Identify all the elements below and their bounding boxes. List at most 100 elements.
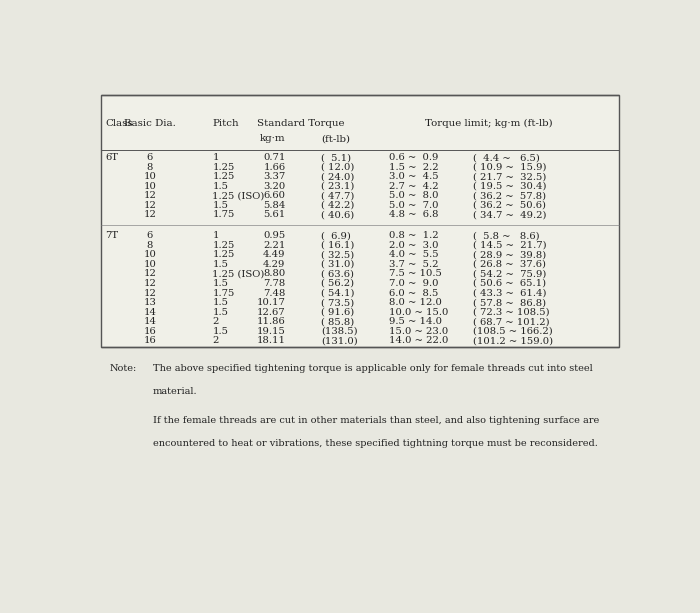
Text: 2: 2 xyxy=(212,317,218,326)
Text: 10: 10 xyxy=(144,250,156,259)
Text: (  4.4 ~   6.5): ( 4.4 ~ 6.5) xyxy=(473,153,540,162)
Text: (  5.1): ( 5.1) xyxy=(321,153,351,162)
Text: (101.2 ~ 159.0): (101.2 ~ 159.0) xyxy=(473,336,553,345)
Text: 19.15: 19.15 xyxy=(257,327,286,336)
Text: 1.5: 1.5 xyxy=(212,298,228,307)
Text: ( 19.5 ~  30.4): ( 19.5 ~ 30.4) xyxy=(473,181,546,191)
Text: 8: 8 xyxy=(147,241,153,250)
Text: 6: 6 xyxy=(147,231,153,240)
Text: 5.84: 5.84 xyxy=(263,201,286,210)
Text: ( 40.6): ( 40.6) xyxy=(321,210,354,219)
Text: ( 26.8 ~  37.6): ( 26.8 ~ 37.6) xyxy=(473,260,546,269)
Text: (131.0): (131.0) xyxy=(321,336,358,345)
Text: 7.78: 7.78 xyxy=(263,279,286,288)
Text: 4.29: 4.29 xyxy=(263,260,286,269)
Text: 5.0 ~  8.0: 5.0 ~ 8.0 xyxy=(389,191,438,200)
Text: 1.25: 1.25 xyxy=(212,172,234,181)
Text: 6.60: 6.60 xyxy=(263,191,286,200)
Text: (138.5): (138.5) xyxy=(321,327,358,336)
Text: Class: Class xyxy=(106,119,133,128)
Text: ( 63.6): ( 63.6) xyxy=(321,270,354,278)
Text: 16: 16 xyxy=(144,327,156,336)
Text: 12: 12 xyxy=(144,191,156,200)
Text: 1.5: 1.5 xyxy=(212,279,228,288)
Text: If the female threads are cut in other materials than steel, and also tightening: If the female threads are cut in other m… xyxy=(153,416,599,425)
Text: 7.48: 7.48 xyxy=(263,289,286,297)
Text: ( 12.0): ( 12.0) xyxy=(321,162,354,172)
Text: 2: 2 xyxy=(212,336,218,345)
Text: ( 56.2): ( 56.2) xyxy=(321,279,354,288)
Text: 4.49: 4.49 xyxy=(263,250,286,259)
Text: ( 72.3 ~ 108.5): ( 72.3 ~ 108.5) xyxy=(473,308,550,316)
Text: 13: 13 xyxy=(144,298,156,307)
Text: 12: 12 xyxy=(144,279,156,288)
Text: ( 24.0): ( 24.0) xyxy=(321,172,354,181)
Text: 6T: 6T xyxy=(106,153,118,162)
Text: ( 31.0): ( 31.0) xyxy=(321,260,354,269)
Text: ( 54.2 ~  75.9): ( 54.2 ~ 75.9) xyxy=(473,270,546,278)
Text: 7T: 7T xyxy=(106,231,118,240)
Text: 15.0 ~ 23.0: 15.0 ~ 23.0 xyxy=(389,327,448,336)
Text: 0.6 ~  0.9: 0.6 ~ 0.9 xyxy=(389,153,438,162)
Text: 1.5 ~  2.2: 1.5 ~ 2.2 xyxy=(389,162,438,172)
Text: ( 14.5 ~  21.7): ( 14.5 ~ 21.7) xyxy=(473,241,546,250)
Text: ( 85.8): ( 85.8) xyxy=(321,317,354,326)
Text: 1: 1 xyxy=(212,153,219,162)
Text: ( 28.9 ~  39.8): ( 28.9 ~ 39.8) xyxy=(473,250,546,259)
Text: 12: 12 xyxy=(144,289,156,297)
Text: The above specified tightening torque is applicable only for female threads cut : The above specified tightening torque is… xyxy=(153,364,592,373)
Text: ( 36.2 ~  57.8): ( 36.2 ~ 57.8) xyxy=(473,191,546,200)
Text: 2.21: 2.21 xyxy=(263,241,286,250)
Text: ( 16.1): ( 16.1) xyxy=(321,241,354,250)
Text: 10: 10 xyxy=(144,260,156,269)
Text: (108.5 ~ 166.2): (108.5 ~ 166.2) xyxy=(473,327,552,336)
Text: 18.11: 18.11 xyxy=(256,336,286,345)
Text: 1.5: 1.5 xyxy=(212,260,228,269)
Text: ( 36.2 ~  50.6): ( 36.2 ~ 50.6) xyxy=(473,201,546,210)
Text: 1.25: 1.25 xyxy=(212,162,234,172)
Text: 14.0 ~ 22.0: 14.0 ~ 22.0 xyxy=(389,336,448,345)
Text: 14: 14 xyxy=(144,317,156,326)
Text: 1.5: 1.5 xyxy=(212,327,228,336)
Text: 6.0 ~  8.5: 6.0 ~ 8.5 xyxy=(389,289,438,297)
Text: 6: 6 xyxy=(147,153,153,162)
Text: 1.25 (ISO): 1.25 (ISO) xyxy=(212,191,265,200)
Text: ( 68.7 ~ 101.2): ( 68.7 ~ 101.2) xyxy=(473,317,550,326)
Text: ( 32.5): ( 32.5) xyxy=(321,250,354,259)
Text: material.: material. xyxy=(153,387,197,396)
Text: 1.66: 1.66 xyxy=(263,162,286,172)
Text: (ft‑lb): (ft‑lb) xyxy=(321,134,350,143)
Text: ( 57.8 ~  86.8): ( 57.8 ~ 86.8) xyxy=(473,298,546,307)
Text: 8.80: 8.80 xyxy=(263,270,286,278)
Text: 4.0 ~  5.5: 4.0 ~ 5.5 xyxy=(389,250,438,259)
Text: 10: 10 xyxy=(144,172,156,181)
Text: 1.5: 1.5 xyxy=(212,201,228,210)
Text: 3.0 ~  4.5: 3.0 ~ 4.5 xyxy=(389,172,438,181)
Text: 3.20: 3.20 xyxy=(263,181,286,191)
Text: ( 10.9 ~  15.9): ( 10.9 ~ 15.9) xyxy=(473,162,546,172)
Text: (  6.9): ( 6.9) xyxy=(321,231,351,240)
Text: 1.5: 1.5 xyxy=(212,181,228,191)
Text: 12: 12 xyxy=(144,201,156,210)
Text: Note:: Note: xyxy=(109,364,136,373)
Text: 4.8 ~  6.8: 4.8 ~ 6.8 xyxy=(389,210,438,219)
Text: ( 50.6 ~  65.1): ( 50.6 ~ 65.1) xyxy=(473,279,546,288)
Text: 5.61: 5.61 xyxy=(263,210,286,219)
Text: 2.0 ~  3.0: 2.0 ~ 3.0 xyxy=(389,241,438,250)
Text: 12.67: 12.67 xyxy=(257,308,286,316)
Text: Torque limit; kg·m (ft‑lb): Torque limit; kg·m (ft‑lb) xyxy=(425,118,553,128)
Text: 8: 8 xyxy=(147,162,153,172)
Text: 8.0 ~ 12.0: 8.0 ~ 12.0 xyxy=(389,298,442,307)
Text: 9.5 ~ 14.0: 9.5 ~ 14.0 xyxy=(389,317,442,326)
Text: ( 91.6): ( 91.6) xyxy=(321,308,354,316)
Text: 1.75: 1.75 xyxy=(212,289,234,297)
Text: 7.5 ~ 10.5: 7.5 ~ 10.5 xyxy=(389,270,442,278)
Text: 1.75: 1.75 xyxy=(212,210,234,219)
Text: 0.95: 0.95 xyxy=(263,231,286,240)
Text: 16: 16 xyxy=(144,336,156,345)
Text: ( 73.5): ( 73.5) xyxy=(321,298,354,307)
Text: 3.7 ~  5.2: 3.7 ~ 5.2 xyxy=(389,260,438,269)
Text: 12: 12 xyxy=(144,270,156,278)
Text: encountered to heat or vibrations, these specified tightning torque must be reco: encountered to heat or vibrations, these… xyxy=(153,439,598,448)
Text: 7.0 ~  9.0: 7.0 ~ 9.0 xyxy=(389,279,438,288)
